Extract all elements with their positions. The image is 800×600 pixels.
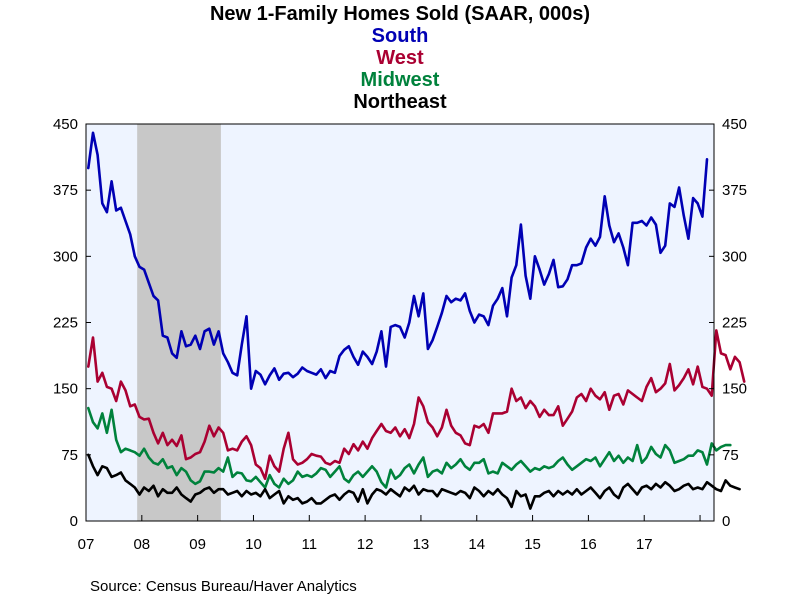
x-tick-label: 15 — [524, 536, 541, 553]
x-tick-label: 13 — [413, 536, 430, 553]
left-y-tick-label: 225 — [53, 315, 78, 332]
right-y-tick-label: 0 — [722, 513, 730, 530]
series-line-west — [87, 329, 746, 481]
legend-northeast: Northeast — [353, 91, 447, 113]
right-y-tick-label: 300 — [722, 248, 747, 265]
left-y-tick-label: 150 — [53, 381, 78, 398]
series-line-northeast — [87, 453, 741, 510]
x-tick-label: 08 — [133, 536, 150, 553]
right-y-tick-label: 150 — [722, 381, 747, 398]
x-tick-label: 07 — [78, 536, 95, 553]
legend-midwest: Midwest — [360, 69, 440, 91]
x-tick-label: 11 — [301, 536, 317, 553]
x-tick-label: 14 — [468, 536, 485, 553]
left-y-tick-label: 75 — [61, 447, 78, 464]
source-note: Source: Census Bureau/Haver Analytics — [90, 578, 357, 595]
left-y-tick-label: 375 — [53, 182, 78, 199]
chart-title: New 1-Family Homes Sold (SAAR, 000s) — [209, 3, 591, 25]
x-tick-label: 12 — [357, 536, 374, 553]
right-y-tick-label: 75 — [722, 447, 739, 464]
legend-west: West — [376, 47, 424, 69]
x-tick-label: 16 — [580, 536, 597, 553]
legend-south: South — [371, 25, 429, 47]
right-y-tick-label: 450 — [722, 116, 747, 133]
x-tick-label: 10 — [245, 536, 262, 553]
recession-band — [137, 124, 221, 521]
left-y-tick-label: 450 — [53, 116, 78, 133]
x-tick-label: 17 — [636, 536, 653, 553]
series-line-midwest — [87, 406, 732, 489]
x-tick-label: 09 — [189, 536, 206, 553]
right-y-tick-label: 375 — [722, 182, 747, 199]
right-y-tick-label: 225 — [722, 315, 747, 332]
left-y-tick-label: 0 — [70, 513, 78, 530]
series-line-south — [87, 131, 709, 391]
left-y-tick-label: 300 — [53, 248, 78, 265]
